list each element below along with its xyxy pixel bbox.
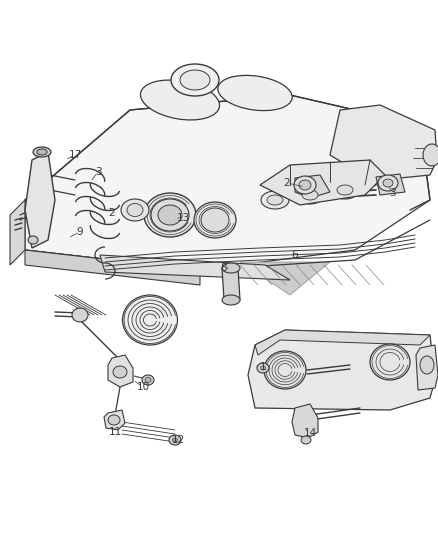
- Text: 17: 17: [68, 150, 81, 160]
- Ellipse shape: [264, 351, 306, 389]
- Ellipse shape: [267, 195, 283, 205]
- Text: 2: 2: [109, 208, 115, 218]
- Ellipse shape: [113, 366, 127, 378]
- Ellipse shape: [257, 363, 269, 373]
- Ellipse shape: [299, 180, 311, 190]
- Polygon shape: [376, 174, 405, 195]
- Polygon shape: [222, 268, 240, 300]
- Ellipse shape: [194, 202, 236, 238]
- Ellipse shape: [378, 175, 398, 191]
- Text: 3: 3: [389, 188, 396, 198]
- Ellipse shape: [151, 199, 189, 231]
- Text: 10: 10: [137, 382, 149, 392]
- Text: 13: 13: [177, 213, 190, 223]
- Ellipse shape: [142, 375, 154, 385]
- Text: 14: 14: [304, 428, 317, 438]
- Ellipse shape: [331, 181, 359, 199]
- Text: 11: 11: [108, 427, 122, 437]
- Text: 2: 2: [284, 178, 290, 188]
- Ellipse shape: [201, 208, 229, 232]
- Ellipse shape: [261, 191, 289, 209]
- Ellipse shape: [169, 435, 181, 445]
- Ellipse shape: [37, 149, 47, 155]
- Polygon shape: [248, 330, 435, 410]
- Ellipse shape: [121, 199, 149, 221]
- Polygon shape: [25, 95, 430, 270]
- Ellipse shape: [28, 236, 38, 244]
- Polygon shape: [416, 345, 438, 390]
- Polygon shape: [330, 105, 437, 178]
- Ellipse shape: [141, 80, 219, 120]
- Ellipse shape: [145, 377, 151, 383]
- Polygon shape: [10, 200, 25, 265]
- Ellipse shape: [222, 295, 240, 305]
- Polygon shape: [100, 255, 290, 280]
- Text: 9: 9: [77, 227, 83, 237]
- Text: 12: 12: [171, 435, 185, 445]
- Ellipse shape: [158, 205, 182, 225]
- Text: 3: 3: [95, 167, 101, 177]
- Polygon shape: [255, 330, 430, 355]
- Polygon shape: [108, 355, 133, 387]
- Ellipse shape: [144, 193, 196, 237]
- Ellipse shape: [294, 176, 316, 194]
- Ellipse shape: [296, 186, 324, 204]
- Ellipse shape: [261, 366, 265, 370]
- Text: 8: 8: [221, 263, 227, 273]
- Polygon shape: [25, 250, 200, 285]
- Ellipse shape: [337, 185, 353, 195]
- Ellipse shape: [171, 64, 219, 96]
- Polygon shape: [104, 410, 125, 430]
- Ellipse shape: [127, 204, 143, 216]
- Ellipse shape: [173, 438, 177, 442]
- Ellipse shape: [123, 295, 177, 345]
- Ellipse shape: [302, 190, 318, 200]
- Polygon shape: [260, 160, 385, 205]
- Polygon shape: [240, 262, 330, 295]
- Ellipse shape: [72, 308, 88, 322]
- Ellipse shape: [222, 263, 240, 273]
- Polygon shape: [295, 175, 330, 198]
- Ellipse shape: [33, 147, 51, 157]
- Ellipse shape: [301, 436, 311, 444]
- Text: 1: 1: [260, 362, 266, 372]
- Ellipse shape: [108, 415, 120, 425]
- Ellipse shape: [370, 344, 410, 380]
- Ellipse shape: [423, 144, 438, 166]
- Ellipse shape: [180, 70, 210, 90]
- Ellipse shape: [218, 75, 292, 111]
- Polygon shape: [292, 404, 318, 438]
- Ellipse shape: [383, 179, 393, 187]
- Polygon shape: [25, 152, 55, 248]
- Ellipse shape: [420, 356, 434, 374]
- Text: 6: 6: [292, 250, 298, 260]
